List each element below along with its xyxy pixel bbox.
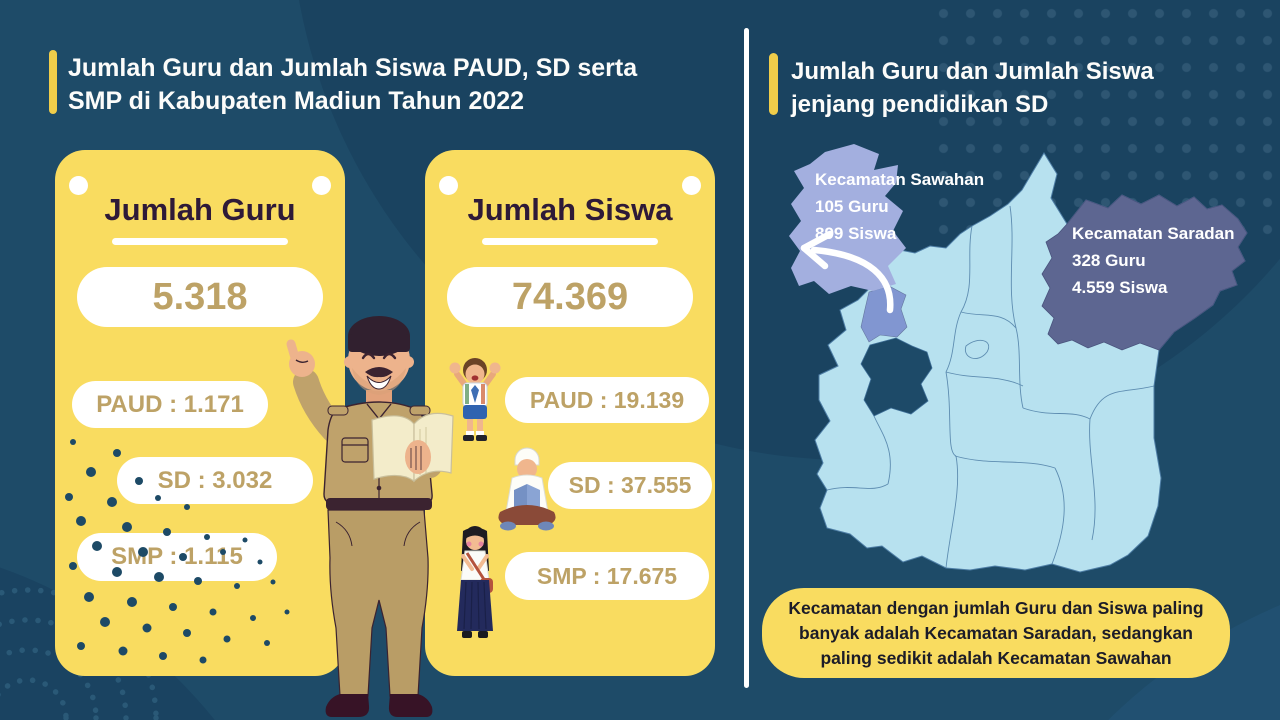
siswa-smp-pill: SMP : 17.675 xyxy=(505,552,709,600)
siswa-total-value: 74.369 xyxy=(511,275,629,318)
page-title-line1: Jumlah Guru dan Jumlah Siswa PAUD, SD se… xyxy=(68,54,638,82)
siswa-smp-label: SMP : 17.675 xyxy=(536,562,678,589)
card-pin-hole xyxy=(439,176,458,195)
siswa-paud-pill: PAUD : 19.139 xyxy=(505,377,709,423)
sawahan-siswa: 899 Siswa xyxy=(815,224,897,243)
card-pin-hole xyxy=(682,176,701,195)
guru-total-pill: 5.318 xyxy=(77,267,323,327)
title-accent-bar xyxy=(49,50,57,114)
guru-smp-label: SMP : 1.115 xyxy=(111,543,243,570)
conclusion-box: Kecamatan dengan jumlah Guru dan Siswa p… xyxy=(762,588,1230,678)
section-divider xyxy=(744,28,749,688)
siswa-paud-label: PAUD : 19.139 xyxy=(529,386,685,413)
guru-smp-pill: SMP : 1.115 xyxy=(77,533,277,581)
guru-sd-pill: SD : 3.032 xyxy=(117,457,313,504)
siswa-sd-pill: SD : 37.555 xyxy=(548,462,712,509)
title-underline xyxy=(112,238,288,245)
sawahan-name: Kecamatan Sawahan xyxy=(815,170,985,189)
map-section-title-line2: jenjang pendidikan SD xyxy=(791,91,1049,118)
title-underline xyxy=(482,238,658,245)
card-pin-hole xyxy=(312,176,331,195)
conclusion-text: Kecamatan dengan jumlah Guru dan Siswa p… xyxy=(788,597,1204,668)
guru-sd-label: SD : 3.032 xyxy=(157,466,273,494)
siswa-card: Jumlah Siswa 74.369 PAUD : 19.139 SD : 3… xyxy=(425,150,715,676)
map-section-title: Jumlah Guru dan Jumlah Siswa jenjang pen… xyxy=(791,55,1154,121)
guru-paud-label: PAUD : 1.171 xyxy=(96,390,244,418)
saradan-name: Kecamatan Saradan xyxy=(1072,224,1235,243)
siswa-card-title: Jumlah Siswa xyxy=(467,192,673,227)
siswa-sd-label: SD : 37.555 xyxy=(568,472,692,498)
title-accent-bar xyxy=(769,53,778,115)
map-section-title-line1: Jumlah Guru dan Jumlah Siswa xyxy=(791,58,1154,85)
guru-card-title: Jumlah Guru xyxy=(104,192,296,227)
saradan-map-label: Kecamatan Saradan 328 Guru 4.559 Siswa xyxy=(1072,220,1235,301)
saradan-siswa: 4.559 Siswa xyxy=(1072,278,1168,297)
page-title: Jumlah Guru dan Jumlah Siswa PAUD, SD se… xyxy=(68,52,637,118)
sawahan-guru: 105 Guru xyxy=(815,197,889,216)
siswa-total-pill: 74.369 xyxy=(447,267,693,327)
guru-card: Jumlah Guru 5.318 PAUD : 1.171 SD : 3.03… xyxy=(55,150,345,676)
sawahan-map-label: Kecamatan Sawahan 105 Guru 899 Siswa xyxy=(815,166,984,247)
guru-total-value: 5.318 xyxy=(152,275,248,318)
card-pin-hole xyxy=(69,176,88,195)
guru-paud-pill: PAUD : 1.171 xyxy=(72,381,268,428)
saradan-guru: 328 Guru xyxy=(1072,251,1146,270)
page-title-line2: SMP di Kabupaten Madiun Tahun 2022 xyxy=(68,87,525,115)
